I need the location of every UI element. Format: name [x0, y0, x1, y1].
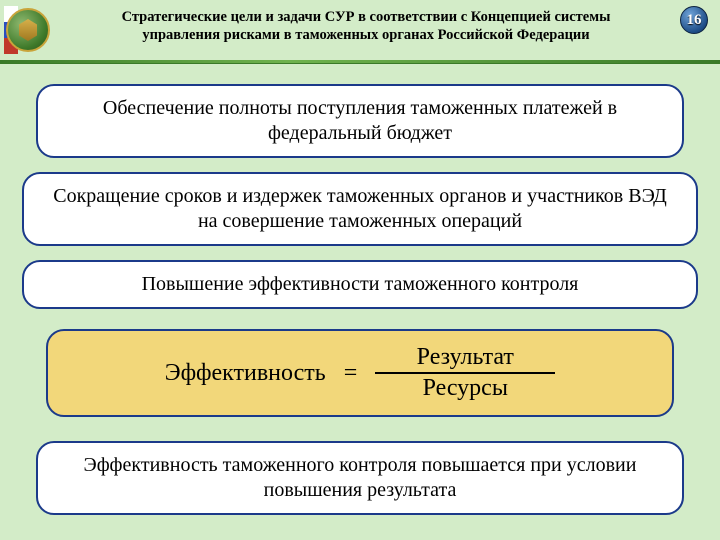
conclusion-box: Эффективность таможенного контроля повыш… — [36, 441, 684, 515]
goal-box-3: Повышение эффективности таможенного конт… — [22, 260, 698, 309]
goal-box-1: Обеспечение полноты поступления таможенн… — [36, 84, 684, 158]
equals-sign: = — [344, 358, 358, 388]
title-line-2: управления рисками в таможенных органах … — [62, 26, 670, 44]
fraction-numerator: Результат — [403, 345, 528, 372]
customs-emblem — [4, 6, 52, 54]
fraction-denominator: Ресурсы — [423, 374, 508, 401]
page-number-badge: 16 — [680, 6, 708, 34]
slide-title: Стратегические цели и задачи СУР в соотв… — [62, 6, 670, 44]
conclusion-text: Эффективность таможенного контроля повыш… — [84, 454, 637, 501]
formula-lhs: Эффективность — [165, 358, 326, 388]
header-divider — [0, 60, 720, 66]
goal-text-1: Обеспечение полноты поступления таможенн… — [103, 97, 617, 144]
formula-fraction: Результат Ресурсы — [375, 345, 555, 401]
title-line-1: Стратегические цели и задачи СУР в соотв… — [62, 8, 670, 26]
goal-text-2: Сокращение сроков и издержек таможенных … — [53, 185, 667, 232]
content-area: Обеспечение полноты поступления таможенн… — [0, 84, 720, 515]
goal-text-3: Повышение эффективности таможенного конт… — [142, 273, 579, 295]
page-number: 16 — [687, 12, 702, 29]
header-bar: Стратегические цели и задачи СУР в соотв… — [0, 0, 720, 54]
formula-box: Эффективность = Результат Ресурсы — [46, 329, 674, 417]
goal-box-2: Сокращение сроков и издержек таможенных … — [22, 172, 698, 246]
effectiveness-formula: Эффективность = Результат Ресурсы — [78, 345, 642, 401]
